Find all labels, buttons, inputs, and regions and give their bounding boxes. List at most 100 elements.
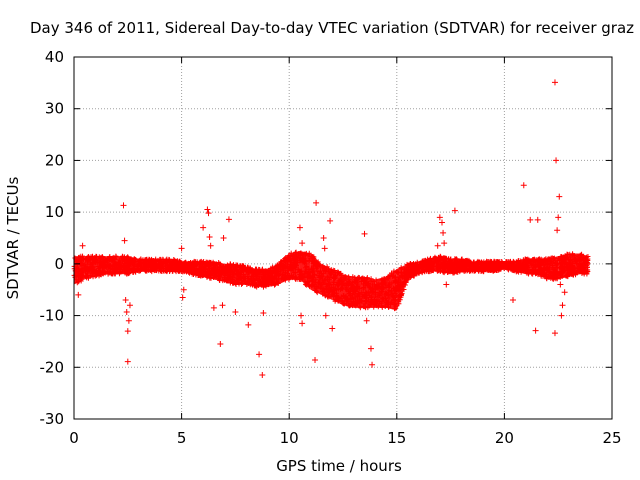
data-point: [178, 245, 185, 252]
y-tick-label: 30: [45, 100, 64, 118]
data-band-segment: [310, 253, 322, 295]
data-point: [556, 193, 563, 200]
data-band-segment: [203, 261, 214, 280]
data-point: [260, 309, 267, 316]
data-point: [210, 304, 217, 311]
data-point: [79, 242, 86, 249]
data-band-segment: [450, 258, 462, 275]
y-tick-label: 20: [45, 151, 64, 169]
data-point: [219, 302, 226, 309]
data-band-segment: [375, 276, 387, 308]
y-tick-label: 40: [45, 48, 64, 66]
data-point: [121, 237, 128, 244]
data-band-segment: [396, 263, 408, 311]
data-point: [120, 202, 127, 209]
data-point: [440, 229, 447, 236]
data-point: [123, 308, 130, 315]
data-band-segment: [525, 258, 537, 275]
data-band-segment: [439, 256, 451, 275]
data-point: [361, 230, 368, 237]
data-point: [434, 242, 441, 249]
data-band-segment: [246, 266, 257, 288]
data-point: [205, 210, 212, 217]
data-point: [436, 214, 443, 221]
data-points: [71, 79, 591, 379]
data-point: [259, 372, 266, 379]
data-point: [451, 207, 458, 214]
chart-title: Day 346 of 2011, Sidereal Day-to-day VTE…: [30, 19, 634, 37]
data-point: [551, 330, 558, 337]
data-band-segment: [117, 256, 128, 275]
data-point: [438, 219, 445, 226]
data-point: [369, 361, 376, 368]
data-point: [206, 233, 213, 240]
data-band-segment: [224, 263, 236, 285]
data-point: [180, 286, 187, 293]
data-band-segment: [321, 263, 333, 301]
x-tick-label: 5: [177, 429, 187, 447]
data-point: [558, 312, 565, 319]
data-point: [363, 317, 370, 324]
data-band-segment: [181, 261, 193, 275]
data-point: [245, 321, 252, 328]
x-tick-label: 25: [602, 429, 621, 447]
data-point: [299, 240, 306, 247]
x-axis-ticks: 0 5 10 15 20 25: [69, 57, 622, 447]
data-band-segment: [95, 256, 107, 277]
data-band-segment: [353, 276, 365, 308]
y-tick-label: 10: [45, 203, 64, 221]
data-band-segment: [84, 256, 96, 280]
data-band-segment: [149, 258, 161, 272]
data-point: [125, 317, 132, 324]
x-tick-label: 15: [387, 429, 406, 447]
data-point: [557, 281, 564, 288]
data-point: [329, 325, 336, 332]
grid: [73, 56, 613, 420]
data-point: [559, 302, 566, 309]
data-point: [551, 79, 558, 86]
data-point: [322, 312, 329, 319]
data-point: [298, 312, 305, 319]
data-band-segment: [461, 258, 473, 272]
data-point: [441, 240, 448, 247]
data-point: [124, 358, 131, 365]
data-point: [232, 308, 239, 315]
y-tick-label: -20: [40, 358, 65, 376]
data-point: [554, 227, 561, 234]
data-point: [122, 297, 129, 304]
data-point: [327, 217, 334, 224]
x-tick-label: 20: [495, 429, 514, 447]
data-point: [532, 327, 539, 334]
data-band-segment: [160, 258, 171, 272]
data-band-segment: [192, 261, 204, 277]
data-band-segment: [127, 256, 139, 275]
data-band-segment: [558, 253, 569, 280]
data-band-segment: [429, 256, 440, 272]
data-band-segment: [579, 253, 589, 275]
data-band-segment: [547, 256, 559, 280]
y-tick-label: 0: [54, 255, 64, 273]
data-point: [256, 351, 263, 358]
data-band-segment: [568, 253, 580, 277]
data-point: [312, 357, 319, 364]
data-band-segment: [289, 250, 300, 280]
data-point: [207, 242, 214, 249]
data-point: [299, 320, 306, 327]
data-band-segment: [472, 261, 483, 272]
data-band-segment: [74, 256, 85, 285]
data-point: [225, 216, 232, 223]
data-band-segment: [386, 269, 397, 311]
data-point: [75, 291, 82, 298]
data-point: [534, 216, 541, 223]
data-band-segment: [256, 269, 268, 288]
data-band-segment: [213, 261, 225, 282]
data-point: [200, 224, 207, 231]
y-axis-ticks: -30 -20 -10 0 10 20 30 40: [40, 48, 612, 428]
data-point: [313, 199, 320, 206]
data-band-segment: [267, 263, 279, 288]
y-tick-label: -30: [40, 410, 65, 428]
data-point: [561, 289, 568, 296]
data-band-segment: [343, 274, 354, 308]
data-band-segment: [332, 269, 343, 306]
